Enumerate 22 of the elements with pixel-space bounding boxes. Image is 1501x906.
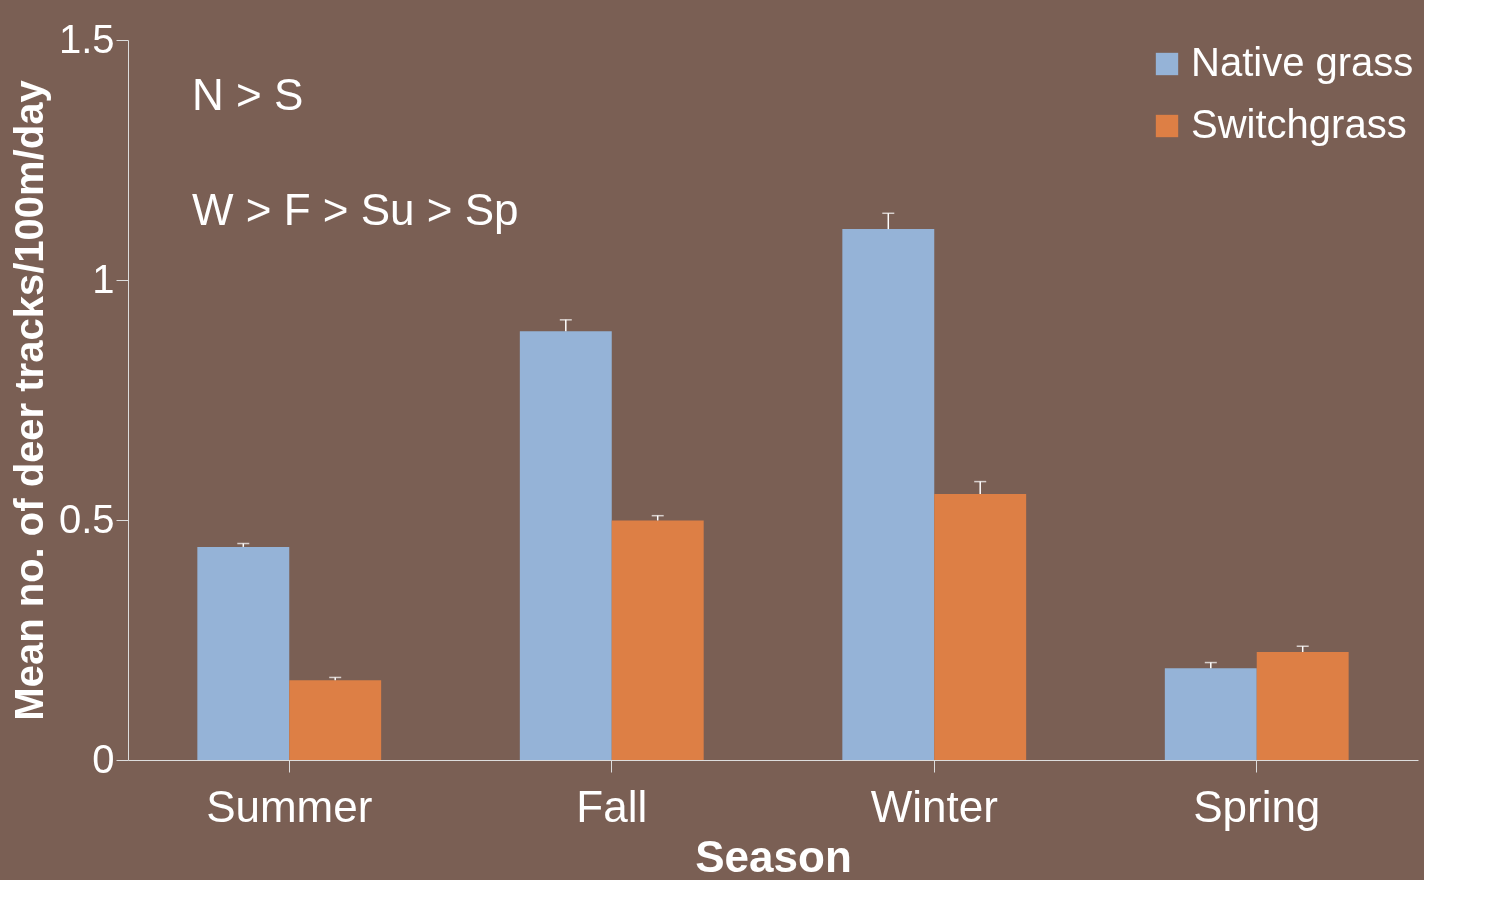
y-tick-label: 1 xyxy=(92,256,115,301)
bar xyxy=(1164,668,1257,760)
annotation: N > S xyxy=(192,70,304,119)
bar xyxy=(519,331,612,760)
bar xyxy=(842,229,935,760)
x-tick-label: Fall xyxy=(576,781,648,831)
y-tick-label: 0.5 xyxy=(58,496,115,541)
x-tick-label: Spring xyxy=(1193,781,1321,831)
bar xyxy=(934,494,1027,760)
bar xyxy=(197,546,290,760)
y-axis-title: Mean no. of deer tracks/100m/day xyxy=(6,79,51,721)
x-tick-label: Winter xyxy=(870,781,998,831)
bar xyxy=(289,680,382,760)
annotation: W > F > Su > Sp xyxy=(192,185,519,234)
legend-label: Switchgrass xyxy=(1191,102,1407,146)
x-tick-label: Summer xyxy=(206,781,373,831)
bar xyxy=(611,520,704,760)
y-tick-label: 1.5 xyxy=(58,16,115,61)
bar xyxy=(1256,652,1349,760)
legend-label: Native grass xyxy=(1191,40,1414,84)
y-tick-label: 0 xyxy=(92,736,115,781)
x-axis-title: Season xyxy=(695,831,852,881)
